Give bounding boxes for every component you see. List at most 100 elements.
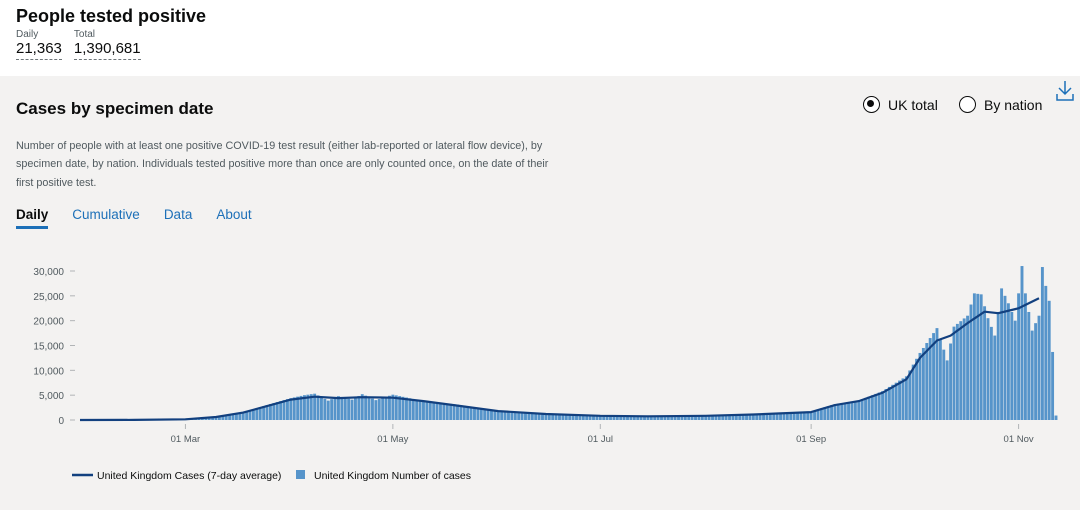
data-bar bbox=[833, 404, 837, 420]
x-tick-label: 01 May bbox=[377, 434, 408, 445]
data-bar bbox=[935, 328, 939, 420]
data-bar bbox=[677, 416, 680, 420]
metric-total[interactable]: Total 1,390,681 bbox=[73, 29, 141, 60]
data-bar bbox=[360, 394, 364, 420]
data-bar bbox=[541, 413, 544, 420]
data-bar bbox=[405, 397, 408, 420]
data-bar bbox=[568, 414, 572, 420]
data-bar bbox=[493, 410, 497, 420]
data-bar bbox=[534, 413, 538, 420]
data-bar bbox=[337, 396, 340, 420]
data-bar bbox=[728, 415, 731, 420]
data-bar bbox=[952, 326, 956, 420]
data-bar bbox=[969, 304, 973, 420]
data-bar bbox=[938, 338, 942, 420]
metric-total-value[interactable]: 1,390,681 bbox=[73, 40, 141, 60]
data-bar bbox=[462, 405, 466, 420]
data-bar bbox=[619, 415, 623, 420]
data-bar bbox=[367, 397, 371, 420]
data-bar bbox=[826, 406, 830, 420]
data-bar bbox=[707, 415, 711, 420]
data-bar bbox=[1037, 315, 1041, 420]
data-bar bbox=[211, 417, 215, 420]
data-bar bbox=[870, 395, 874, 420]
data-bar bbox=[649, 416, 653, 420]
data-bar bbox=[228, 414, 232, 420]
headline: People tested positive Daily 21,363 Tota… bbox=[16, 5, 206, 60]
data-bar bbox=[354, 397, 357, 420]
data-bar bbox=[881, 391, 885, 420]
tab-daily[interactable]: Daily bbox=[16, 207, 49, 229]
data-bar bbox=[483, 408, 487, 420]
data-bar bbox=[802, 411, 806, 420]
data-bar bbox=[285, 399, 289, 420]
tab-about[interactable]: About bbox=[216, 207, 252, 222]
metric-daily[interactable]: Daily 21,363 bbox=[16, 29, 62, 60]
chart-card: Cases by specimen date UK total By natio… bbox=[0, 76, 1080, 510]
data-bar bbox=[823, 407, 827, 420]
data-bar bbox=[432, 402, 436, 420]
data-bar bbox=[551, 414, 555, 420]
legend-bar-swatch bbox=[296, 470, 305, 479]
data-bar bbox=[268, 404, 272, 420]
data-bar bbox=[316, 395, 320, 420]
data-bar bbox=[694, 415, 697, 420]
x-tick-label: 01 Sep bbox=[796, 434, 826, 445]
metric-daily-value[interactable]: 21,363 bbox=[16, 40, 62, 60]
data-bar bbox=[843, 402, 847, 420]
data-bar bbox=[850, 401, 854, 420]
data-bar bbox=[554, 414, 558, 420]
data-bar bbox=[993, 335, 997, 420]
data-bar bbox=[983, 306, 987, 420]
data-bar bbox=[853, 401, 857, 420]
data-bar bbox=[711, 415, 714, 420]
data-bar bbox=[966, 315, 970, 420]
download-icon[interactable] bbox=[1056, 80, 1074, 102]
tab-data[interactable]: Data bbox=[163, 207, 193, 222]
data-bar bbox=[1044, 285, 1048, 420]
data-bar bbox=[364, 395, 368, 420]
data-bar bbox=[918, 352, 922, 420]
data-bar bbox=[884, 389, 888, 420]
data-bar bbox=[989, 326, 993, 420]
data-bar bbox=[224, 415, 228, 420]
data-bar bbox=[847, 402, 851, 420]
data-bar bbox=[806, 411, 810, 420]
radio-by-nation[interactable] bbox=[959, 96, 976, 113]
data-bar bbox=[955, 323, 959, 420]
data-bar bbox=[908, 370, 912, 420]
data-bar bbox=[680, 415, 684, 420]
toggle-by-nation[interactable]: By nation bbox=[959, 96, 1042, 113]
data-bar bbox=[262, 406, 266, 420]
data-bar bbox=[949, 343, 953, 420]
data-bar bbox=[867, 396, 871, 420]
data-bar bbox=[717, 415, 721, 420]
toggle-uk-total[interactable]: UK total bbox=[863, 96, 938, 113]
data-bar bbox=[921, 347, 925, 420]
data-bar bbox=[319, 397, 323, 420]
data-bar bbox=[646, 416, 650, 420]
data-bar bbox=[891, 384, 895, 420]
data-bar bbox=[214, 417, 218, 420]
radio-uk-total[interactable] bbox=[863, 96, 880, 113]
data-bar bbox=[962, 318, 966, 420]
data-bar bbox=[673, 416, 677, 420]
data-bar bbox=[486, 409, 490, 420]
data-bar bbox=[585, 415, 589, 420]
y-tick-label: 25,000 bbox=[33, 292, 64, 303]
data-bar bbox=[700, 415, 704, 420]
data-bar bbox=[449, 403, 453, 420]
data-bar bbox=[1006, 303, 1010, 420]
data-bar bbox=[840, 403, 844, 420]
data-bar bbox=[500, 410, 504, 420]
data-bar bbox=[439, 402, 442, 420]
data-bar bbox=[632, 416, 636, 420]
cases-chart: 0 5,000 10,000 15,000 20,000 25,000 30,000 01 … bbox=[33, 266, 1058, 482]
headline-title: People tested positive bbox=[16, 6, 207, 26]
data-bar bbox=[381, 397, 385, 420]
tab-cumulative[interactable]: Cumulative bbox=[72, 207, 140, 222]
data-bar bbox=[1030, 330, 1034, 420]
data-bar bbox=[547, 414, 551, 420]
data-bar bbox=[615, 415, 619, 420]
data-bar bbox=[904, 376, 908, 420]
